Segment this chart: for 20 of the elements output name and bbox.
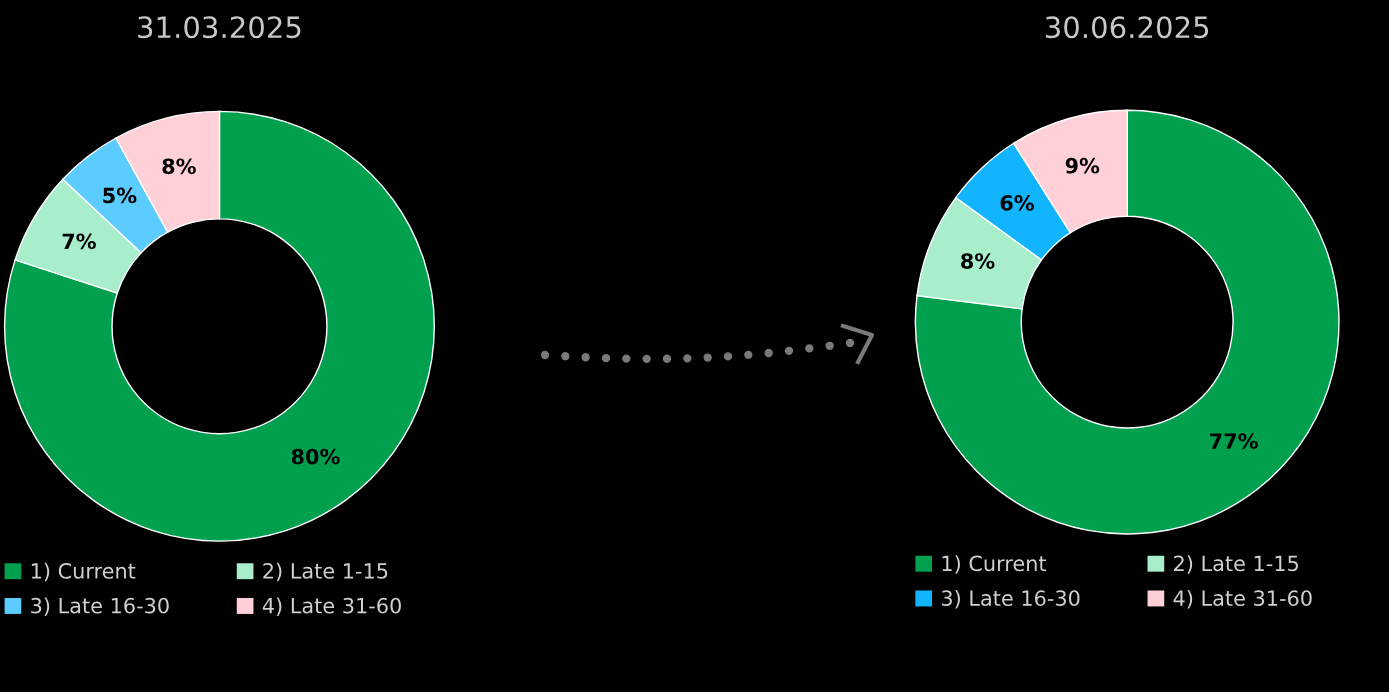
legend-label: 2) Late 1-15 [1174, 555, 1298, 574]
legend-label: 3) Late 16-30 [941, 589, 1080, 609]
legend-label: 4) Late 31-60 [262, 597, 401, 616]
legend-label: 3) Late 16-30 [31, 597, 169, 616]
data-label: 80% [291, 448, 340, 465]
donut-slice [3, 110, 436, 542]
data-label: 7% [62, 233, 96, 250]
data-label: 6% [1000, 195, 1034, 211]
legend-label: 1) Current [942, 555, 1047, 574]
data-label: 8% [162, 158, 196, 175]
donut-slice [914, 109, 1340, 535]
legend-label: 1) Current [31, 562, 136, 582]
legend-label: 4) Late 31-60 [1173, 589, 1312, 609]
data-label: 77% [1210, 433, 1258, 449]
chart-title: 31.03.2025 [138, 16, 301, 39]
data-label: 5% [103, 187, 137, 204]
chart-title: 30.06.2025 [1045, 16, 1209, 39]
data-label: 8% [961, 253, 995, 269]
legend-label: 2) Late 1-15 [263, 562, 388, 582]
data-label: 9% [1065, 157, 1100, 174]
